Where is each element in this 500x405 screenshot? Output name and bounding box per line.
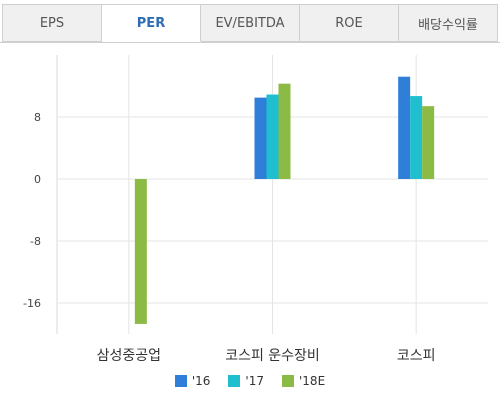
y-tick-label: -8	[30, 235, 41, 248]
y-tick-label: -16	[23, 297, 41, 310]
bar	[410, 96, 423, 179]
tab-dividend-yield[interactable]: 배당수익률	[399, 4, 498, 42]
bar	[266, 94, 279, 179]
x-category-label: 코스피	[397, 348, 436, 364]
tab-ev-ebitda[interactable]: EV/EBITDA	[201, 4, 300, 42]
legend-label: '16	[191, 374, 211, 388]
bar	[254, 97, 267, 179]
legend-swatch	[228, 375, 241, 387]
legend-swatch	[282, 375, 294, 387]
tab-eps[interactable]: EPS	[2, 4, 102, 42]
legend-swatch	[174, 375, 187, 387]
tab-per[interactable]: PER	[102, 4, 201, 42]
bar	[134, 179, 147, 324]
legend-item: '17	[228, 374, 264, 388]
bar	[398, 76, 411, 179]
bar	[422, 106, 435, 179]
tab-roe[interactable]: ROE	[300, 4, 399, 42]
legend-item: '16	[174, 374, 211, 388]
x-category-label: 코스피 운수장비	[225, 348, 320, 364]
y-tick-label: 8	[34, 111, 41, 124]
metric-tabs: EPS PER EV/EBITDA ROE 배당수익률	[2, 4, 498, 42]
bar	[278, 83, 291, 179]
chart-panel: -16 -8 0 8 삼성중공업 코스피 운수장비 코스피 '16 '17 '18E	[0, 42, 500, 405]
legend-label: '17	[245, 374, 264, 388]
x-category-label: 삼성중공업	[97, 348, 161, 364]
legend-label: '18E	[299, 374, 326, 388]
y-tick-label: 0	[34, 173, 41, 186]
legend-item: '18E	[282, 374, 325, 388]
per-bar-chart: -16 -8 0 8 삼성중공업 코스피 운수장비 코스피	[23, 55, 488, 364]
chart-legend: '16 '17 '18E	[0, 374, 500, 388]
